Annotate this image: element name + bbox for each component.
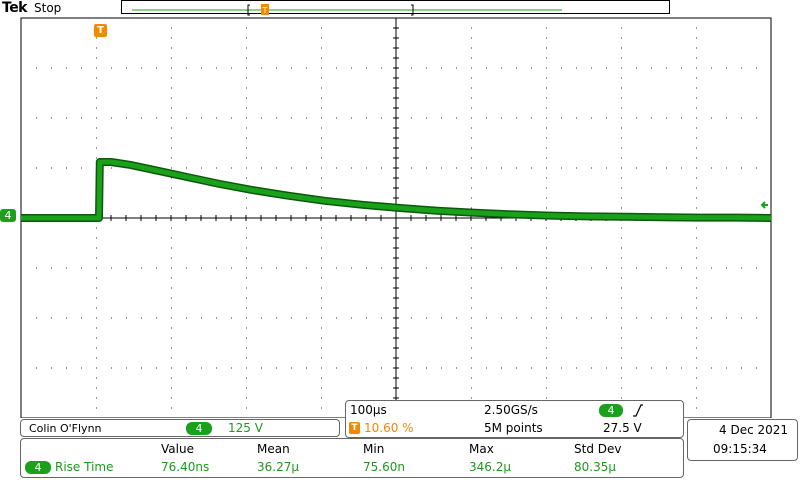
record-window-right-bracket (411, 4, 414, 16)
measurement-name: Rise Time (55, 460, 114, 474)
channel-info-panel[interactable]: Colin O'Flynn 4 125 V (20, 419, 340, 437)
channel-badge: 4 (186, 422, 212, 435)
measurement-std-dev: 80.35µ (574, 460, 616, 474)
measurement-value: 76.40ns (161, 460, 210, 474)
channel-scale: 125 V (228, 421, 263, 435)
date-text: 4 Dec 2021 (719, 423, 789, 437)
meas-header-value: Value (161, 442, 194, 456)
record-length: 5M points (484, 421, 543, 435)
meas-header-std-dev: Std Dev (574, 442, 622, 456)
record-trigger-marker: T (261, 4, 269, 15)
timebase-trigger-panel[interactable]: 100µs 2.50GS/s 4 T 10.60 % 5M points 27.… (345, 400, 684, 438)
trigger-level: 27.5 V (603, 421, 642, 435)
waveform-trace (21, 159, 772, 221)
measurement-panel[interactable]: Value Mean Min Max Std Dev 4 Rise Time 7… (20, 438, 684, 478)
measurement-min: 75.60n (363, 460, 405, 474)
measurement-channel-badge: 4 (25, 461, 51, 474)
date-time-panel: 4 Dec 2021 09:15:34 (687, 419, 798, 461)
acquisition-status: Stop (34, 1, 62, 15)
trigger-source-badge: 4 (599, 404, 623, 417)
channel-label-text: Colin O'Flynn (29, 422, 102, 435)
meas-header-min: Min (363, 442, 385, 456)
measurement-max: 346.2µ (469, 460, 511, 474)
record-window-left-bracket (247, 4, 250, 16)
sample-rate: 2.50GS/s (484, 403, 538, 417)
meas-header-max: Max (469, 442, 494, 456)
timebase-per-div: 100µs (350, 403, 387, 417)
waveform-display[interactable] (0, 14, 800, 418)
ch4-ground-marker[interactable]: 4 (0, 209, 16, 222)
trigger-position-marker[interactable]: T (94, 24, 107, 37)
rising-edge-icon (633, 404, 643, 417)
measurement-mean: 36.27µ (257, 460, 299, 474)
time-text: 09:15:34 (713, 442, 767, 456)
svg-text:T: T (262, 6, 268, 15)
trigger-position-icon: T (349, 422, 360, 434)
record-view-graphic: T (132, 4, 562, 16)
trigger-position-percent: 10.60 % (364, 421, 414, 435)
trigger-level-arrow-icon[interactable] (758, 199, 770, 211)
brand-logo: Tek (2, 0, 28, 16)
record-view-bar[interactable]: T (121, 0, 670, 16)
meas-header-mean: Mean (257, 442, 290, 456)
